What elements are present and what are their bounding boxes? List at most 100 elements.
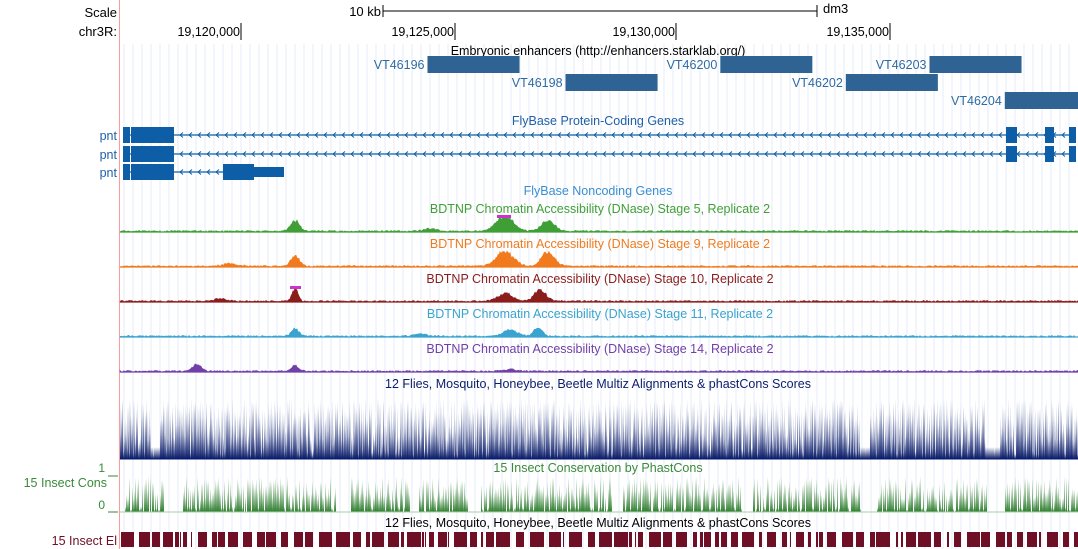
gene-exon[interactable] <box>131 164 174 180</box>
enhancer-label[interactable]: VT46198 <box>512 76 563 90</box>
conserved-element[interactable] <box>1017 532 1023 547</box>
conserved-element[interactable] <box>934 532 941 547</box>
gene-exon[interactable] <box>123 146 130 162</box>
gene-exon[interactable] <box>1045 146 1054 162</box>
conserved-element[interactable] <box>856 532 864 547</box>
conserved-element[interactable] <box>896 532 898 547</box>
conserved-element[interactable] <box>294 532 303 547</box>
gene-track[interactable]: pnt pnt pnt <box>100 127 1076 180</box>
conserved-element[interactable] <box>228 532 238 547</box>
conserved-element[interactable] <box>816 532 818 547</box>
conserved-element[interactable] <box>175 532 179 547</box>
conserved-element[interactable] <box>693 532 697 547</box>
phastcons-signal[interactable] <box>120 476 1078 512</box>
conserved-element[interactable] <box>372 532 384 547</box>
conserved-element[interactable] <box>767 532 776 547</box>
conserved-element[interactable] <box>599 532 612 547</box>
enhancer-label[interactable]: VT46204 <box>951 94 1002 108</box>
conserved-element[interactable] <box>876 532 890 547</box>
enhancer-label[interactable]: VT46202 <box>792 76 843 90</box>
gene-exon[interactable] <box>123 164 130 180</box>
conserved-element[interactable] <box>947 532 949 547</box>
enhancer-track[interactable]: VT46196 VT46198 VT46200 VT46202 VT46203 VT462… <box>374 56 1078 109</box>
conserved-element[interactable] <box>163 532 173 547</box>
conserved-element[interactable] <box>257 532 265 547</box>
enhancer-block[interactable] <box>565 74 658 91</box>
enhancer-block[interactable] <box>929 56 1022 73</box>
conserved-element[interactable] <box>918 532 931 547</box>
gene-exon[interactable] <box>1069 146 1076 162</box>
conserved-element[interactable] <box>663 532 672 547</box>
conserved-element[interactable] <box>152 532 160 547</box>
conserved-element[interactable] <box>422 532 424 547</box>
conserved-element[interactable] <box>1027 532 1037 547</box>
conserved-element[interactable] <box>1007 532 1012 547</box>
conserved-element[interactable] <box>569 532 582 547</box>
conserved-element[interactable] <box>530 532 544 547</box>
conserved-element[interactable] <box>563 532 564 547</box>
conserved-element[interactable] <box>319 532 332 547</box>
conserved-element[interactable] <box>649 532 661 547</box>
conserved-element[interactable] <box>353 532 361 547</box>
conserved-element[interactable] <box>842 532 853 547</box>
conserved-element[interactable] <box>796 532 804 547</box>
conserved-element[interactable] <box>496 532 510 547</box>
conserved-element[interactable] <box>967 532 980 547</box>
conserved-element[interactable] <box>180 532 181 547</box>
conserved-element[interactable] <box>425 532 426 547</box>
conserved-element[interactable] <box>1047 532 1058 547</box>
dnase-tracks[interactable]: BDTNP Chromatin Accessibility (DNase) St… <box>119 202 1078 373</box>
gene-exon[interactable] <box>131 146 174 162</box>
enhancer-label[interactable]: VT46200 <box>667 58 718 72</box>
conserved-element[interactable] <box>715 532 719 547</box>
conserved-element[interactable] <box>191 532 192 547</box>
conserved-element[interactable] <box>305 532 313 547</box>
conserved-element[interactable] <box>516 532 524 547</box>
conserved-element[interactable] <box>407 532 421 547</box>
conserved-element[interactable] <box>870 532 875 547</box>
dnase-signal[interactable] <box>119 363 1078 373</box>
gene-label[interactable]: pnt <box>100 129 118 143</box>
conserved-element[interactable] <box>901 532 903 547</box>
gene-exon[interactable] <box>1069 127 1076 143</box>
conserved-element[interactable] <box>481 532 483 547</box>
conserved-element[interactable] <box>731 532 738 547</box>
conserved-element[interactable] <box>183 532 187 547</box>
enhancer-block[interactable] <box>1004 92 1078 109</box>
conserved-element[interactable] <box>366 532 370 547</box>
enhancer-block[interactable] <box>427 56 520 73</box>
conserved-element[interactable] <box>981 532 990 547</box>
conserved-element[interactable] <box>401 532 404 547</box>
conserved-element[interactable] <box>212 532 217 547</box>
conserved-element[interactable] <box>549 532 561 547</box>
conserved-element[interactable] <box>243 532 252 547</box>
multiz-conservation-track[interactable] <box>120 397 1078 460</box>
gene-exon[interactable] <box>223 164 254 180</box>
conserved-element[interactable] <box>1063 532 1069 547</box>
conserved-element[interactable] <box>429 532 434 547</box>
conserved-element[interactable] <box>614 532 628 547</box>
conserved-element[interactable] <box>704 532 711 547</box>
conserved-element[interactable] <box>438 532 447 547</box>
conserved-element[interactable] <box>198 532 207 547</box>
conserved-element[interactable] <box>139 532 150 547</box>
conserved-element[interactable] <box>454 532 467 547</box>
conserved-element[interactable] <box>742 532 754 547</box>
enhancer-block[interactable] <box>845 74 938 91</box>
conserved-element[interactable] <box>486 532 494 547</box>
gene-exon[interactable] <box>123 127 130 143</box>
conserved-element[interactable] <box>676 532 687 547</box>
gene-exon[interactable] <box>131 127 174 143</box>
gene-exon[interactable] <box>1045 127 1054 143</box>
conserved-element[interactable] <box>827 532 836 547</box>
conserved-element[interactable] <box>281 532 288 547</box>
conserved-element[interactable] <box>1039 532 1041 547</box>
gene-label[interactable]: pnt <box>100 148 118 162</box>
conserved-element[interactable] <box>721 532 727 547</box>
conserved-element[interactable] <box>996 532 1005 547</box>
multiz-signal[interactable] <box>120 397 1078 459</box>
conserved-element[interactable] <box>635 532 636 547</box>
conserved-element[interactable] <box>1074 532 1078 547</box>
